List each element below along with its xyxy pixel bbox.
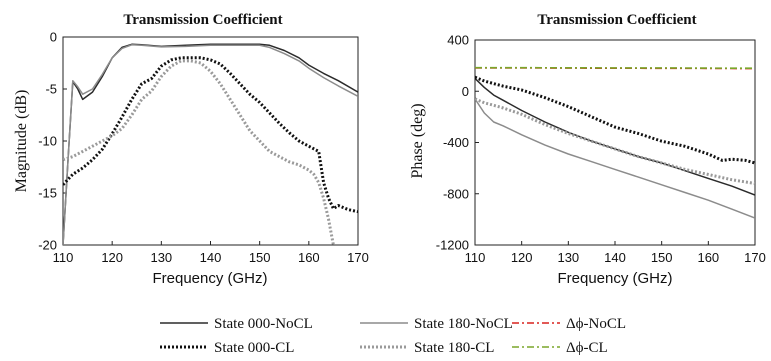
phase-x-tick-label: 110 [465, 250, 486, 265]
magnitude-x-tick-label: 160 [298, 250, 320, 265]
phase-x-ticks: 110 120 130 140 150 160 170 [465, 241, 766, 265]
phase-series-state-000-nocl [475, 77, 755, 196]
legend-label-state-180-nocl: State 180-NoCL [414, 316, 513, 332]
phase-y-axis-label: Phase (deg) [409, 103, 426, 178]
magnitude-y-tick-label: -20 [38, 238, 57, 253]
magnitude-series-state-000-nocl [63, 43, 358, 245]
magnitude-series-state-180-nocl [63, 44, 358, 245]
phase-x-tick-label: 120 [511, 250, 533, 265]
phase-x-axis-label: Frequency (GHz) [557, 270, 672, 287]
phase-series-state-180-nocl [475, 98, 755, 219]
legend-label-state-000-nocl: State 000-NoCL [214, 316, 313, 332]
legend: State 000-NoCL State 180-NoCL Δϕ-NoCL State… [160, 316, 626, 356]
phase-x-tick-label: 160 [697, 250, 719, 265]
phase-y-tick-label: 400 [447, 33, 469, 48]
phase-x-tick-label: 130 [557, 250, 579, 265]
magnitude-y-tick-label: -5 [45, 82, 57, 97]
phase-series-cl [475, 66, 755, 69]
phase-x-tick-label: 150 [651, 250, 673, 265]
magnitude-x-tick-label: 150 [249, 250, 271, 265]
magnitude-series-state-000-cl [63, 56, 358, 214]
legend-label-cl: Δϕ-CL [566, 340, 608, 356]
phase-x-tick-label: 140 [604, 250, 626, 265]
phase-panel: Transmission Coefficient -1200 -800 -400 0 4… [409, 12, 766, 287]
magnitude-panel: Transmission Coefficient -20 -15 -10 -5 0 11… [13, 12, 369, 287]
magnitude-x-tick-label: 140 [200, 250, 222, 265]
magnitude-y-tick-label: -10 [38, 134, 57, 149]
magnitude-y-tick-label: 0 [50, 30, 57, 45]
legend-label-state-180-cl: State 180-CL [414, 340, 494, 356]
legend-label-nocl: Δϕ-NoCL [566, 316, 626, 332]
phase-y-tick-label: -400 [443, 135, 469, 150]
magnitude-series-group [63, 43, 358, 245]
phase-y-tick-label: -800 [443, 186, 469, 201]
magnitude-chart-title: Transmission Coefficient [123, 12, 282, 28]
phase-y-tick-label: 0 [462, 84, 469, 99]
magnitude-y-tick-label: -15 [38, 186, 57, 201]
phase-series-state-000-cl [475, 75, 755, 165]
magnitude-x-tick-label: 170 [347, 250, 369, 265]
legend-label-state-000-cl: State 000-CL [214, 340, 294, 356]
magnitude-x-tick-label: 110 [53, 250, 74, 265]
magnitude-x-tick-label: 130 [150, 250, 172, 265]
magnitude-y-axis-label: Magnitude (dB) [13, 90, 30, 193]
magnitude-x-axis-label: Frequency (GHz) [152, 270, 267, 287]
phase-y-tick-label: -1200 [436, 238, 469, 253]
phase-x-tick-label: 170 [744, 250, 766, 265]
magnitude-y-ticks: -20 -15 -10 -5 0 [38, 30, 67, 253]
phase-y-ticks: -1200 -800 -400 0 400 [436, 33, 479, 253]
magnitude-series-state-180-cl [63, 59, 335, 245]
phase-chart-title: Transmission Coefficient [537, 12, 696, 28]
phase-series-state-180-cl [475, 97, 755, 185]
phase-series-group [475, 66, 755, 219]
magnitude-x-tick-label: 120 [101, 250, 123, 265]
phase-plot-frame [474, 39, 756, 246]
